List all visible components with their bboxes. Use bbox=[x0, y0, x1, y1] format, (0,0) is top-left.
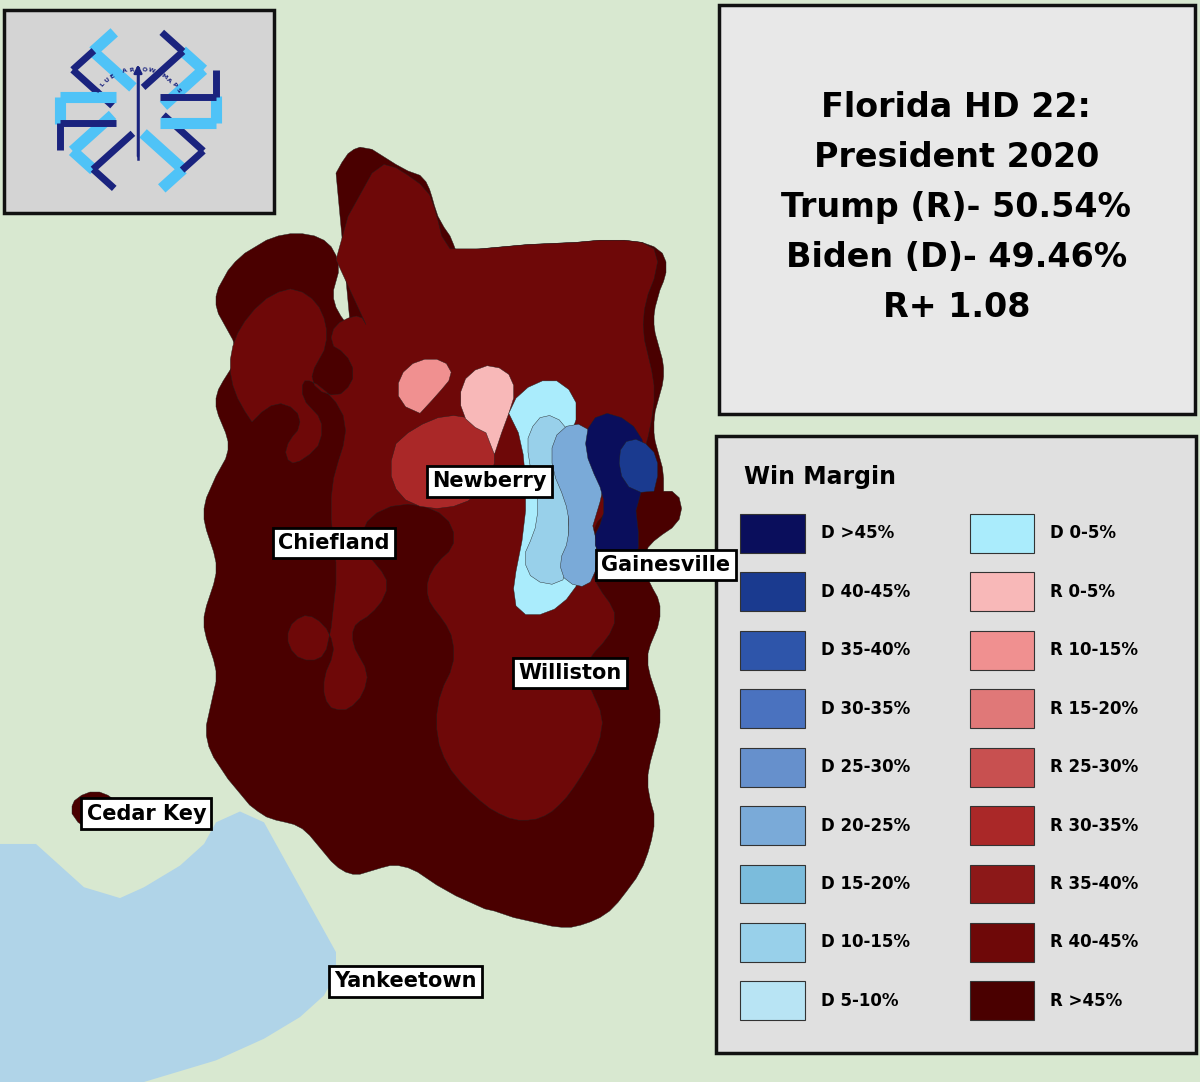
Polygon shape bbox=[461, 366, 514, 454]
FancyBboxPatch shape bbox=[740, 572, 805, 611]
Text: R 10-15%: R 10-15% bbox=[1050, 642, 1138, 659]
FancyBboxPatch shape bbox=[740, 806, 805, 845]
Text: A: A bbox=[166, 77, 173, 83]
Text: D 10-15%: D 10-15% bbox=[821, 934, 910, 951]
Polygon shape bbox=[230, 164, 658, 820]
FancyBboxPatch shape bbox=[740, 865, 805, 903]
Text: L: L bbox=[100, 81, 106, 88]
FancyBboxPatch shape bbox=[740, 631, 805, 670]
Text: M: M bbox=[160, 72, 168, 80]
Text: Williston: Williston bbox=[518, 663, 622, 683]
Polygon shape bbox=[0, 931, 156, 1017]
FancyBboxPatch shape bbox=[970, 631, 1034, 670]
Text: R: R bbox=[128, 67, 134, 72]
FancyBboxPatch shape bbox=[970, 748, 1034, 787]
Text: W: W bbox=[148, 68, 156, 75]
Text: R 35-40%: R 35-40% bbox=[1050, 875, 1139, 893]
Text: D 20-25%: D 20-25% bbox=[821, 817, 910, 834]
FancyBboxPatch shape bbox=[740, 689, 805, 728]
Text: Chiefland: Chiefland bbox=[278, 533, 389, 553]
Text: R >45%: R >45% bbox=[1050, 992, 1122, 1010]
FancyBboxPatch shape bbox=[970, 572, 1034, 611]
Text: Florida HD 22:
President 2020
Trump (R)- 50.54%
Biden (D)- 49.46%
R+ 1.08: Florida HD 22: President 2020 Trump (R)-… bbox=[781, 92, 1132, 324]
FancyBboxPatch shape bbox=[740, 514, 805, 553]
FancyBboxPatch shape bbox=[740, 923, 805, 962]
Text: Gainesville: Gainesville bbox=[601, 555, 731, 575]
Text: R 40-45%: R 40-45% bbox=[1050, 934, 1139, 951]
Text: D 25-30%: D 25-30% bbox=[821, 758, 910, 776]
Text: P: P bbox=[170, 81, 178, 88]
FancyBboxPatch shape bbox=[970, 806, 1034, 845]
FancyBboxPatch shape bbox=[970, 981, 1034, 1020]
Text: R: R bbox=[136, 67, 140, 71]
Text: D 15-20%: D 15-20% bbox=[821, 875, 910, 893]
FancyBboxPatch shape bbox=[4, 10, 274, 213]
Text: B: B bbox=[95, 87, 102, 93]
Polygon shape bbox=[509, 381, 581, 615]
Polygon shape bbox=[391, 415, 494, 509]
FancyBboxPatch shape bbox=[740, 748, 805, 787]
Polygon shape bbox=[586, 413, 646, 566]
Text: R 15-20%: R 15-20% bbox=[1050, 700, 1138, 717]
Text: R 30-35%: R 30-35% bbox=[1050, 817, 1139, 834]
Polygon shape bbox=[0, 812, 336, 1082]
Text: Newberry: Newberry bbox=[432, 472, 547, 491]
Text: S: S bbox=[174, 87, 181, 93]
FancyBboxPatch shape bbox=[970, 689, 1034, 728]
Polygon shape bbox=[398, 359, 451, 413]
Text: E: E bbox=[109, 74, 115, 80]
Polygon shape bbox=[204, 147, 682, 927]
Text: D >45%: D >45% bbox=[821, 525, 894, 542]
Text: D 0-5%: D 0-5% bbox=[1050, 525, 1116, 542]
Text: D 35-40%: D 35-40% bbox=[821, 642, 910, 659]
Text: U: U bbox=[103, 77, 110, 83]
FancyBboxPatch shape bbox=[716, 436, 1196, 1053]
Text: D 30-35%: D 30-35% bbox=[821, 700, 910, 717]
Text: A: A bbox=[121, 68, 127, 75]
Text: O: O bbox=[142, 67, 148, 72]
Polygon shape bbox=[526, 415, 576, 584]
FancyBboxPatch shape bbox=[740, 981, 805, 1020]
Polygon shape bbox=[72, 792, 122, 830]
Text: R 0-5%: R 0-5% bbox=[1050, 583, 1115, 601]
Text: Cedar Key: Cedar Key bbox=[86, 804, 206, 823]
Polygon shape bbox=[619, 439, 658, 492]
Text: D 5-10%: D 5-10% bbox=[821, 992, 899, 1010]
Polygon shape bbox=[552, 424, 605, 586]
Text: Yankeetown: Yankeetown bbox=[335, 972, 476, 991]
FancyBboxPatch shape bbox=[719, 5, 1195, 414]
FancyBboxPatch shape bbox=[970, 923, 1034, 962]
Text: D 40-45%: D 40-45% bbox=[821, 583, 910, 601]
Text: Win Margin: Win Margin bbox=[744, 465, 896, 489]
FancyBboxPatch shape bbox=[970, 865, 1034, 903]
FancyBboxPatch shape bbox=[970, 514, 1034, 553]
Text: R 25-30%: R 25-30% bbox=[1050, 758, 1139, 776]
